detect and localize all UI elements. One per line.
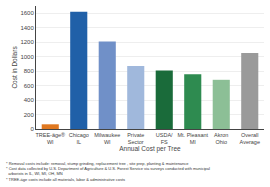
svg-text:0: 0	[30, 126, 34, 132]
svg-text:Annual Cost per Tree: Annual Cost per Tree	[119, 145, 181, 153]
svg-text:TREE-äge®WI: TREE-äge®WI	[35, 132, 65, 145]
svg-text:MilwaukeeWI: MilwaukeeWI	[94, 132, 120, 145]
svg-text:200: 200	[24, 112, 35, 118]
svg-text:AkronOhio: AkronOhio	[214, 132, 228, 145]
svg-text:OverallAverage: OverallAverage	[240, 132, 260, 145]
svg-text:600: 600	[24, 83, 35, 89]
svg-text:1200: 1200	[20, 39, 34, 45]
svg-text:* Removal costs include: remov: * Removal costs include: removal, stump …	[6, 161, 210, 182]
svg-text:1600: 1600	[20, 10, 34, 16]
svg-text:Mt. PleasantMI: Mt. PleasantMI	[177, 132, 208, 145]
svg-text:1000: 1000	[20, 54, 34, 60]
svg-text:Cost in Dollars: Cost in Dollars	[11, 46, 18, 89]
svg-text:ChicagoIL: ChicagoIL	[69, 132, 89, 145]
svg-text:400: 400	[24, 97, 35, 103]
svg-text:PrivateSector: PrivateSector	[127, 132, 144, 145]
svg-text:800: 800	[24, 68, 35, 74]
svg-text:1400: 1400	[20, 25, 34, 31]
svg-text:USDA/FS: USDA/FS	[156, 132, 173, 145]
